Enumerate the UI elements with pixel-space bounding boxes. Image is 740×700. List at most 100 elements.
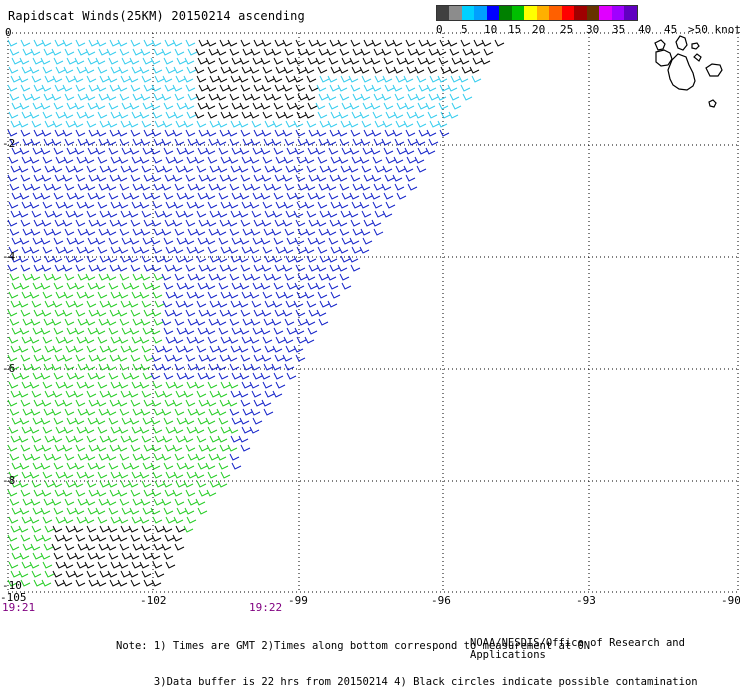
wind-barb — [352, 228, 363, 236]
wind-barb — [317, 66, 328, 74]
wind-barb — [275, 381, 286, 389]
wind-barb — [119, 408, 130, 416]
wind-barb — [273, 102, 284, 110]
wind-barb — [417, 147, 428, 155]
wind-barb — [29, 156, 40, 164]
wind-barb — [130, 219, 141, 227]
wind-barb — [62, 39, 73, 47]
wind-barb — [228, 156, 239, 164]
wind-barb — [196, 480, 207, 488]
wind-barb — [197, 372, 208, 380]
wind-barb — [197, 237, 208, 245]
wind-barb — [22, 318, 33, 326]
wind-barb — [317, 246, 328, 254]
wind-barb — [426, 84, 437, 92]
wind-barb — [152, 156, 163, 164]
wind-barb — [107, 255, 118, 263]
wind-barb — [164, 264, 175, 272]
wind-barb — [271, 138, 282, 146]
wind-barb — [22, 453, 33, 461]
wind-barb — [30, 228, 41, 236]
wind-barb — [293, 75, 304, 83]
wind-barb — [383, 147, 394, 155]
wind-barb — [175, 75, 186, 83]
wind-barb — [205, 462, 216, 470]
wind-barb — [393, 156, 404, 164]
wind-barb — [205, 237, 216, 245]
wind-barb — [151, 534, 162, 542]
wind-barb — [97, 246, 108, 254]
wind-barb — [175, 300, 186, 308]
wind-barb — [20, 354, 31, 362]
wind-barb — [187, 228, 198, 236]
wind-barb — [294, 192, 305, 200]
wind-barb — [22, 228, 33, 236]
wind-barb — [142, 282, 153, 290]
wind-barb — [85, 363, 96, 371]
wind-barb — [43, 273, 54, 281]
wind-barb — [51, 318, 62, 326]
wind-barb — [307, 192, 318, 200]
wind-barb — [282, 39, 293, 47]
wind-barb — [152, 246, 163, 254]
wind-barb — [351, 201, 362, 209]
wind-barb — [55, 426, 66, 434]
wind-barb — [29, 336, 40, 344]
wind-barb — [64, 363, 75, 371]
wind-barb — [18, 255, 29, 263]
wind-barb — [414, 111, 425, 119]
wind-barb — [7, 264, 18, 272]
wind-barb — [264, 390, 275, 398]
wind-barb — [273, 327, 284, 335]
wind-barb — [84, 561, 95, 569]
wind-barb — [205, 282, 216, 290]
wind-barb — [275, 156, 286, 164]
wind-barb — [238, 165, 249, 173]
wind-barb — [205, 102, 216, 110]
wind-barb — [218, 372, 229, 380]
wind-barb — [183, 300, 194, 308]
wind-barb — [44, 75, 55, 83]
wind-barb — [22, 498, 33, 506]
wind-barb — [55, 381, 66, 389]
wind-barb — [227, 129, 238, 137]
wind-barb — [319, 75, 330, 83]
wind-barb — [374, 165, 385, 173]
wind-barb — [64, 498, 75, 506]
wind-barb — [339, 273, 350, 281]
wind-barb — [362, 192, 373, 200]
wind-barb — [396, 192, 407, 200]
wind-barb — [251, 390, 262, 398]
wind-barb — [96, 309, 107, 317]
wind-barb — [97, 426, 108, 434]
wind-barb — [173, 336, 184, 344]
wind-barb — [22, 48, 33, 56]
wind-barb — [110, 516, 121, 524]
wind-barb — [97, 291, 108, 299]
wind-barb — [218, 417, 229, 425]
wind-barb — [418, 39, 429, 47]
wind-barb — [21, 201, 32, 209]
wind-barb — [129, 327, 140, 335]
wind-barb — [183, 480, 194, 488]
wind-barb — [85, 543, 96, 551]
wind-barb — [120, 390, 131, 398]
wind-barb — [187, 498, 198, 506]
wind-barb — [29, 246, 40, 254]
wind-barb — [406, 66, 417, 74]
wind-barb — [229, 183, 240, 191]
wind-barb — [75, 219, 86, 227]
wind-barb — [29, 561, 40, 569]
wind-barb — [392, 174, 403, 182]
wind-barb — [429, 75, 440, 83]
wind-barb — [87, 552, 98, 560]
wind-barb — [30, 138, 41, 146]
wind-barb — [285, 120, 296, 128]
wind-barb — [293, 300, 304, 308]
wind-barb — [131, 336, 142, 344]
wind-barb — [150, 57, 161, 65]
wind-barb — [295, 219, 306, 227]
wind-barb — [108, 237, 119, 245]
wind-barb — [31, 165, 42, 173]
wind-barb — [32, 327, 43, 335]
